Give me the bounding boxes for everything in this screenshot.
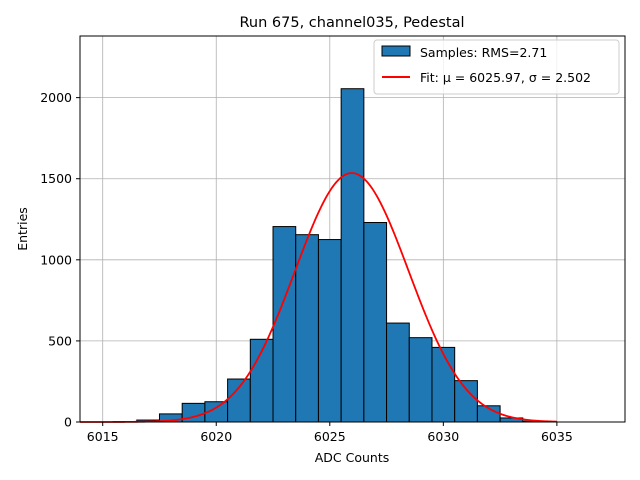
chart-title: Run 675, channel035, Pedestal bbox=[239, 15, 464, 31]
histogram-bar bbox=[454, 380, 478, 423]
y-tick-label: 0 bbox=[64, 415, 72, 430]
x-tick-label: 6025 bbox=[314, 429, 346, 444]
legend-swatch-samples bbox=[381, 45, 411, 57]
legend-label-samples: Samples: RMS=2.71 bbox=[420, 45, 547, 60]
legend-label-fit: Fit: μ = 6025.97, σ = 2.502 bbox=[420, 70, 591, 85]
y-tick-label: 1500 bbox=[40, 171, 72, 186]
fit-curve bbox=[80, 172, 557, 423]
plot-frame bbox=[79, 35, 626, 423]
x-tick-label: 6035 bbox=[541, 429, 573, 444]
x-axis-label: ADC Counts bbox=[315, 450, 390, 465]
histogram-bar bbox=[386, 322, 410, 423]
legend-box bbox=[373, 39, 620, 95]
tick-layer: 6015 6020 6025 6030 6035 0 500 1000 1500 2000 bbox=[40, 90, 573, 444]
histogram-bar bbox=[272, 226, 297, 423]
histogram-bar bbox=[431, 346, 456, 423]
x-tick-label: 6030 bbox=[427, 429, 459, 444]
histogram-bar bbox=[363, 222, 388, 423]
histogram-bar bbox=[408, 337, 433, 423]
histogram-bar bbox=[295, 234, 319, 423]
histogram-bar bbox=[317, 239, 342, 423]
legend: Samples: RMS=2.71 Fit: μ = 6025.97, σ = … bbox=[373, 39, 620, 95]
y-axis-label: Entries bbox=[15, 207, 30, 251]
histogram-bar bbox=[340, 88, 365, 423]
fit-curve-layer bbox=[80, 172, 557, 423]
x-tick-label: 6015 bbox=[87, 429, 119, 444]
histogram-bars bbox=[136, 88, 547, 423]
y-tick-label: 2000 bbox=[40, 90, 72, 105]
histogram-bar bbox=[227, 378, 251, 423]
x-tick-label: 6020 bbox=[200, 429, 232, 444]
y-tick-label: 500 bbox=[48, 333, 72, 348]
y-tick-label: 1000 bbox=[40, 252, 72, 267]
